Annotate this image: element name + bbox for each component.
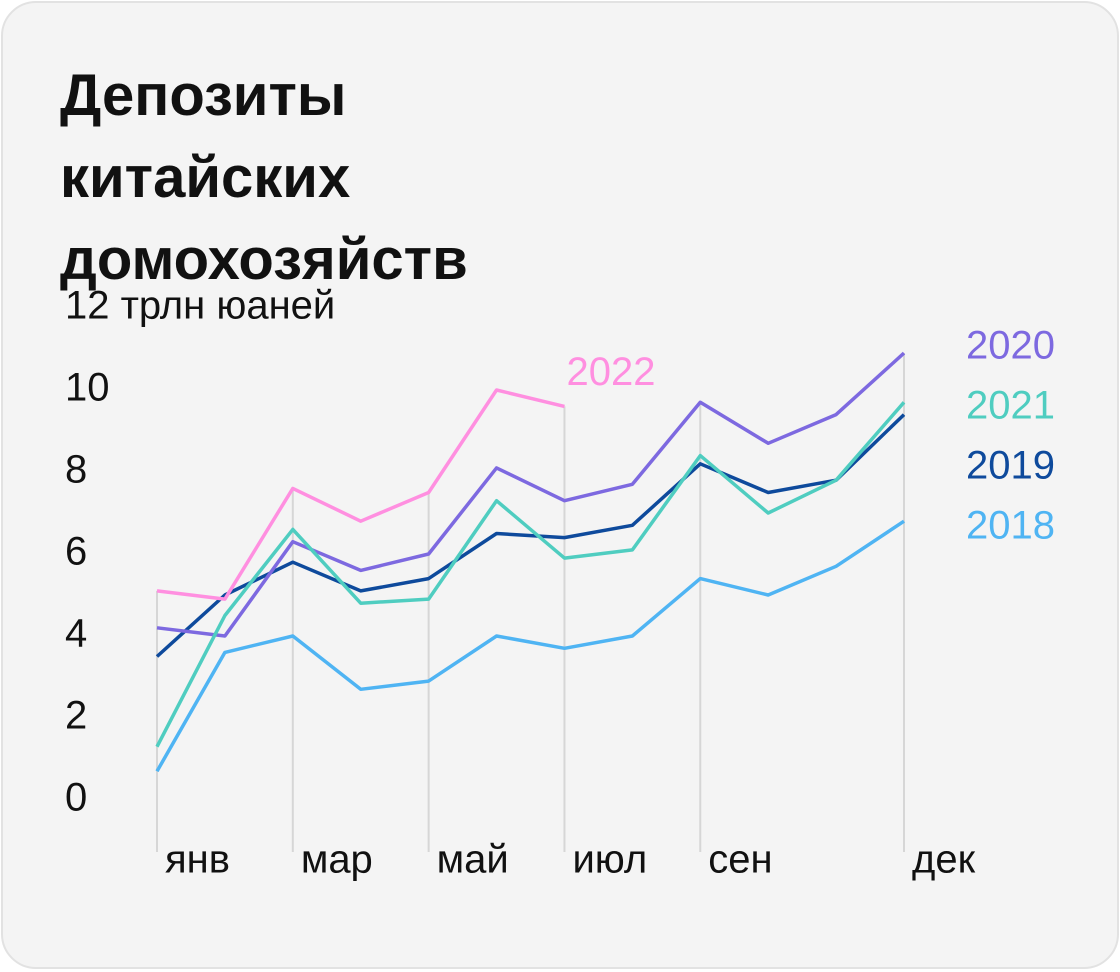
chart-title: Депозиты китайских домохозяйств	[60, 63, 468, 292]
legend-label: 2018	[966, 504, 1055, 548]
y-tick-label: 6	[65, 530, 87, 574]
series-line	[155, 519, 905, 773]
legend-label: 2020	[966, 324, 1055, 368]
x-tick-label: мар	[301, 838, 373, 882]
y-tick-label: 8	[65, 448, 87, 492]
x-tick-label: сен	[708, 838, 772, 882]
legend-label: 2021	[966, 384, 1055, 428]
series-line	[155, 413, 906, 658]
y-tick-label: 2	[65, 694, 87, 738]
series-line	[156, 388, 565, 601]
y-tick-label: 4	[65, 612, 87, 656]
series-line	[156, 351, 906, 638]
y-tick-label: 0	[65, 776, 87, 820]
x-tick-label: май	[437, 838, 509, 882]
x-tick-label: июл	[572, 838, 647, 882]
x-tick-label: дек	[912, 838, 976, 882]
series-line	[155, 401, 906, 748]
y-tick-label: 10	[65, 366, 110, 410]
legend-label: 2022	[566, 350, 655, 394]
x-tick-label: янв	[165, 838, 230, 882]
y-tick-label: 12 трлн юаней	[65, 284, 335, 328]
legend-label: 2019	[966, 444, 1055, 488]
